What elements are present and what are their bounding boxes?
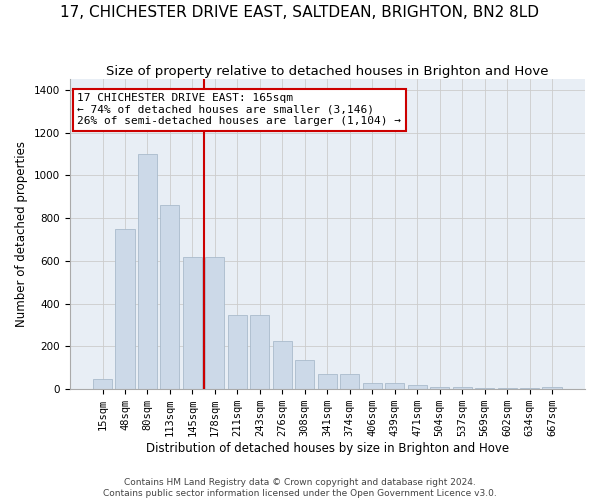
Bar xyxy=(452,387,472,389)
Bar xyxy=(318,374,337,389)
Bar xyxy=(385,383,404,389)
Bar xyxy=(138,154,157,389)
Text: Contains HM Land Registry data © Crown copyright and database right 2024.
Contai: Contains HM Land Registry data © Crown c… xyxy=(103,478,497,498)
Bar xyxy=(273,341,292,389)
Bar xyxy=(183,256,202,389)
Bar xyxy=(160,206,179,389)
Bar xyxy=(340,374,359,389)
Title: Size of property relative to detached houses in Brighton and Hove: Size of property relative to detached ho… xyxy=(106,65,548,78)
Bar xyxy=(407,385,427,389)
Bar xyxy=(115,229,134,389)
Bar xyxy=(520,388,539,389)
Bar xyxy=(362,383,382,389)
Y-axis label: Number of detached properties: Number of detached properties xyxy=(15,141,28,327)
Bar xyxy=(250,316,269,389)
Bar xyxy=(205,256,224,389)
X-axis label: Distribution of detached houses by size in Brighton and Hove: Distribution of detached houses by size … xyxy=(146,442,509,455)
Bar xyxy=(430,387,449,389)
Text: 17, CHICHESTER DRIVE EAST, SALTDEAN, BRIGHTON, BN2 8LD: 17, CHICHESTER DRIVE EAST, SALTDEAN, BRI… xyxy=(61,5,539,20)
Text: 17 CHICHESTER DRIVE EAST: 165sqm
← 74% of detached houses are smaller (3,146)
26: 17 CHICHESTER DRIVE EAST: 165sqm ← 74% o… xyxy=(77,93,401,126)
Bar xyxy=(475,388,494,389)
Bar xyxy=(93,378,112,389)
Bar xyxy=(542,387,562,389)
Bar xyxy=(295,360,314,389)
Bar xyxy=(497,388,517,389)
Bar xyxy=(228,316,247,389)
